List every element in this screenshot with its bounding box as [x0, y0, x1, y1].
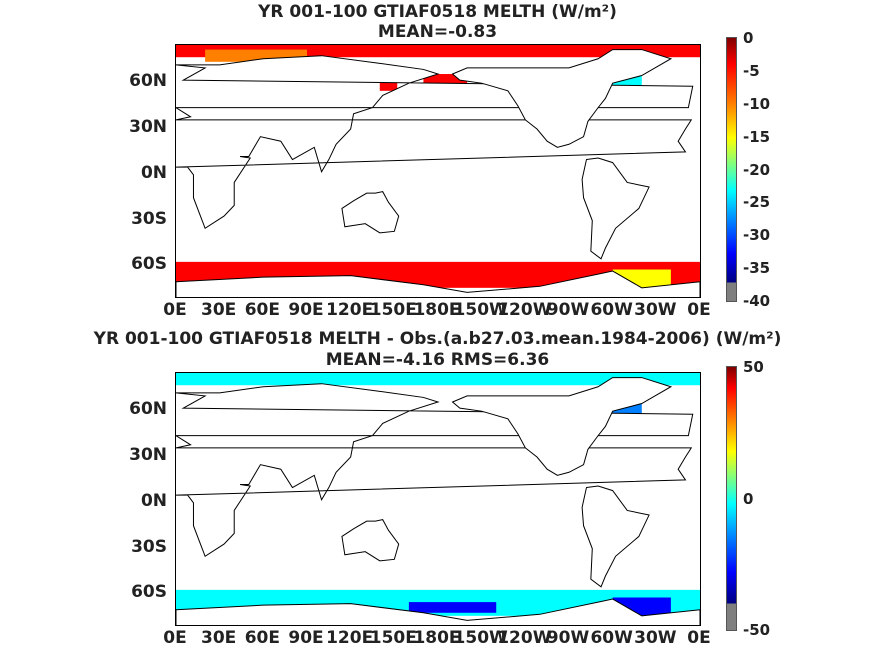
top-map-svg [176, 45, 700, 297]
y-tick-label: 0N [140, 490, 167, 511]
x-tick-label: 150W [453, 628, 508, 648]
bottom-map [175, 372, 701, 626]
x-tick-label: 0E [687, 300, 711, 320]
arctic-band [176, 373, 700, 386]
coastlines [176, 49, 700, 297]
x-tick-label: 90W [546, 300, 590, 320]
x-tick-label: 30E [201, 628, 237, 648]
colorbar-tick-label: -40 [743, 292, 771, 310]
x-tick-label: 90E [288, 628, 324, 648]
x-tick-label: 30W [634, 628, 677, 648]
x-tick-label: 0E [687, 628, 711, 648]
bottom-subtitle: MEAN=-4.16 RMS=6.36 [325, 350, 550, 370]
x-tick-label: 120W [497, 300, 552, 320]
x-tick-label: 180E [413, 300, 461, 320]
bottom-title: YR 001-100 GTIAF0518 MELTH - Obs.(a.b27.… [93, 329, 782, 349]
x-tick-label: 90E [288, 300, 324, 320]
x-tick-label: 120E [326, 628, 374, 648]
okhotsk-patch [379, 81, 398, 91]
y-tick-label: 60N [129, 399, 167, 420]
top-subtitle: MEAN=-0.83 [377, 22, 498, 42]
bottom-colorbar [726, 366, 737, 631]
x-tick-label: 180E [413, 628, 461, 648]
x-tick-label: 150E [369, 300, 417, 320]
y-tick-label: 30S [131, 536, 167, 557]
colorbar-tick-label: -5 [743, 61, 760, 80]
x-tick-label: 60W [590, 628, 633, 648]
colorbar-tick-label: -10 [743, 94, 771, 113]
colorbar-tick-label: -30 [743, 226, 771, 245]
x-tick-label: 30E [201, 300, 237, 320]
bottom-map-svg [176, 373, 700, 625]
north-america [451, 49, 673, 148]
x-tick-label: 60W [590, 300, 633, 320]
y-tick-label: 30S [131, 208, 167, 229]
x-tick-label: 150E [369, 628, 417, 648]
top-colorbar [726, 37, 737, 302]
top-title: YR 001-100 GTIAF0518 MELTH (W/m²) [258, 2, 617, 22]
south-america [581, 157, 650, 260]
y-tick-label: 60N [129, 71, 167, 92]
colorbar-tick-label: 0 [743, 29, 754, 47]
y-tick-label: 60S [131, 254, 167, 275]
colorbar-tick-label: 50 [743, 358, 764, 376]
colorbar-tick-label: -35 [743, 259, 771, 278]
australia [341, 519, 400, 562]
x-tick-label: 120W [497, 628, 552, 648]
colorbar-tick-label: -15 [743, 127, 771, 146]
x-tick-label: 0E [163, 300, 187, 320]
x-tick-label: 60E [244, 300, 280, 320]
australia [341, 191, 400, 234]
y-tick-label: 30N [129, 445, 167, 465]
y-tick-label: 0N [140, 162, 167, 183]
antarctica [176, 270, 700, 297]
colorbar-tick-label: 0 [743, 489, 754, 508]
south-america [581, 485, 650, 588]
coastlines [176, 377, 700, 625]
y-tick-label: 60S [131, 582, 167, 603]
x-tick-label: 90W [546, 628, 590, 648]
x-tick-label: 60E [244, 628, 280, 648]
x-tick-label: 0E [163, 628, 187, 648]
x-tick-label: 30W [634, 300, 677, 320]
x-tick-label: 150W [453, 300, 508, 320]
colorbar-tick-label: -50 [743, 621, 771, 639]
antarctica [176, 598, 700, 625]
bering-patch [423, 74, 468, 84]
ross-patch [408, 602, 497, 613]
north-america [451, 377, 673, 476]
colorbar-tick-label: -20 [743, 160, 771, 179]
top-map [175, 44, 701, 298]
colorbar-tick-label: -25 [743, 193, 771, 212]
x-tick-label: 120E [326, 300, 374, 320]
y-tick-label: 30N [129, 117, 167, 137]
